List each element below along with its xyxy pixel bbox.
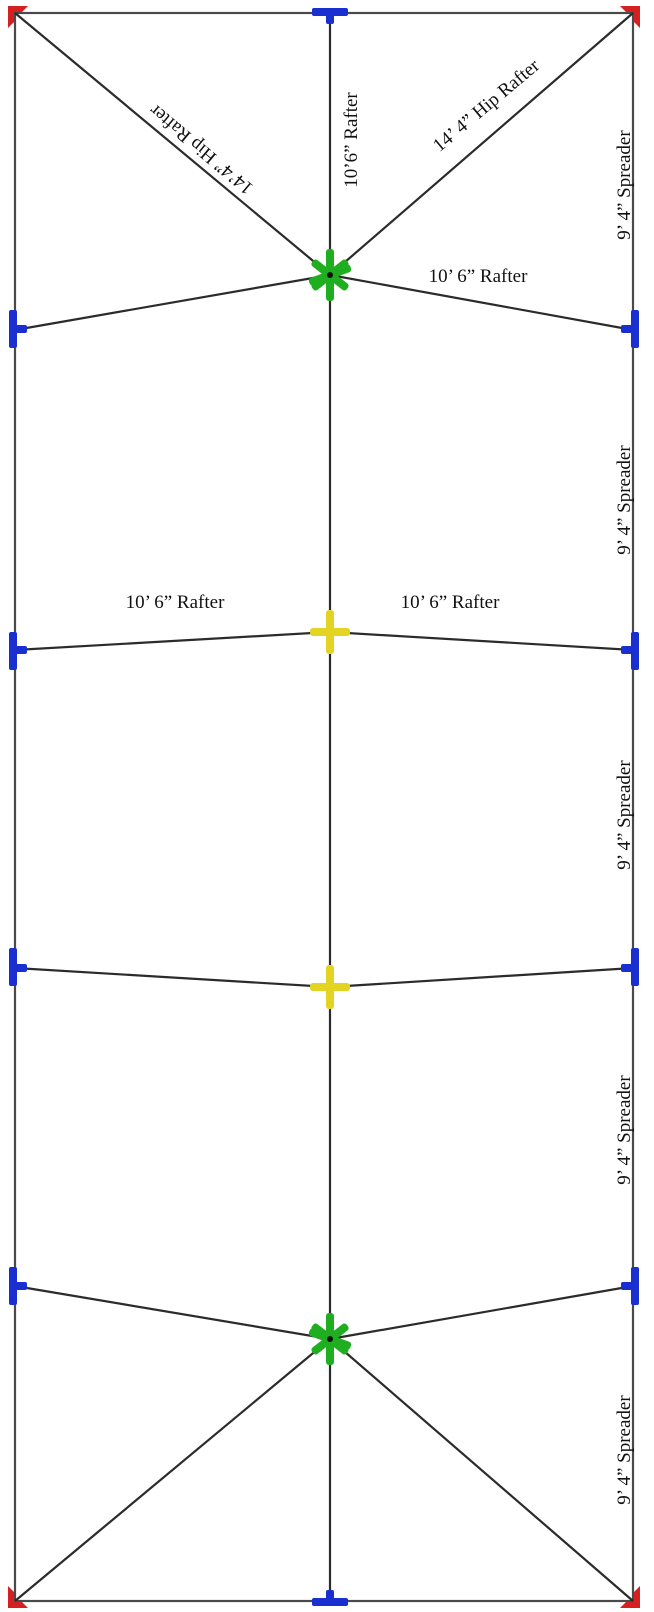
side-connector-left-2 [9,632,27,670]
hip-hub-top [308,249,352,301]
rafter-mid-left [14,630,331,652]
rafter-lower-left [14,966,331,989]
ridge-hub-upper [310,610,350,654]
hip-rafter-top-right [329,12,634,276]
rafter-top-left [14,273,331,332]
side-connector-right-2 [621,632,639,670]
label-hip-rafter-left: 14’4” Hip Rafter [145,99,258,198]
label-rafter-left-mid: 10’ 6” Rafter [126,592,225,613]
edge-connector-top-center [312,8,348,24]
label-spreader-2: 9’ 4” Spreader [614,445,635,555]
rafter-mid-right [329,630,634,652]
corner-connector-bottom-left [8,1586,28,1608]
hip-hub-bottom [308,1313,352,1365]
label-spreader-5: 9’ 4” Spreader [614,1395,635,1505]
hip-rafter-top-left [14,12,331,276]
side-connector-left-3 [9,948,27,986]
ridge-hub-lower [310,965,350,1009]
rafter-lower-right [329,966,634,989]
corner-connector-top-left [8,6,28,28]
label-rafter-right-top: 10’ 6” Rafter [429,266,528,287]
label-rafter-right-mid: 10’ 6” Rafter [401,592,500,613]
label-center-rafter-top: 10’6” Rafter [341,92,362,188]
hip-rafter-bottom-left [14,1338,331,1602]
side-connector-right-1 [621,310,639,348]
rafter-top-right [329,273,634,332]
side-connector-right-4 [621,1267,639,1305]
outer-frame [13,11,635,1603]
edge-connector-bottom-center [312,1590,348,1606]
rafter-bottom-right [329,1284,634,1341]
corner-connector-bottom-right [620,1586,640,1608]
label-spreader-4: 9’ 4” Spreader [614,1075,635,1185]
side-connector-left-4 [9,1267,27,1305]
side-connector-left-1 [9,310,27,348]
corner-connector-top-right [620,6,640,28]
rafter-bottom-left [14,1284,331,1341]
hip-rafter-bottom-right [329,1338,634,1602]
label-spreader-1: 9’ 4” Spreader [614,130,635,240]
side-connector-right-3 [621,948,639,986]
label-spreader-3: 9’ 4” Spreader [614,760,635,870]
